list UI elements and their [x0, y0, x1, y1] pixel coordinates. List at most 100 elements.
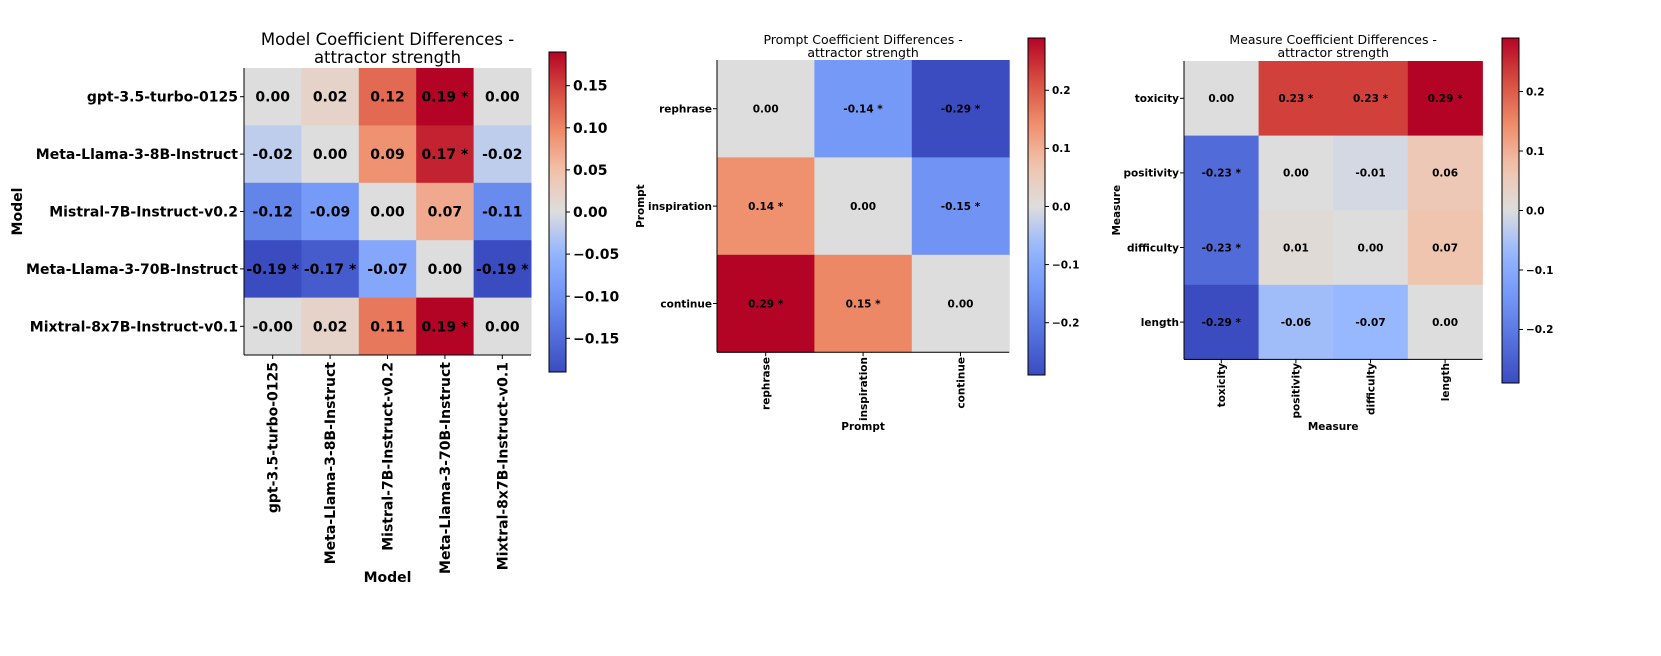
- cell-label: -0.19 *: [246, 262, 299, 278]
- heatmap-cell: [358, 182, 417, 241]
- heatmap-cell: [1407, 284, 1483, 360]
- cell-label: -0.02: [253, 147, 293, 163]
- cell-label: -0.14 *: [843, 103, 883, 115]
- x-tick-label: Mixtral-8x7B-Instruct-v0.1: [495, 362, 511, 570]
- heatmap-cell: [473, 125, 532, 184]
- colorbar: [1027, 37, 1046, 376]
- heatmap-cell: [1407, 61, 1483, 137]
- cell-label: 0.23 *: [1278, 93, 1314, 105]
- cell-label: 0.06: [1432, 168, 1458, 180]
- colorbar-tick-label: 0.1: [1052, 143, 1071, 155]
- y-tick-label: positivity: [1123, 168, 1179, 180]
- cell-label: 0.02: [313, 90, 348, 106]
- cell-label: -0.11: [482, 205, 522, 221]
- colorbar-tick-label: 0.00: [573, 205, 608, 221]
- cell-label: -0.17 *: [304, 262, 357, 278]
- heatmap-cell: [301, 125, 360, 184]
- x-tick-label: Meta-Llama-3-8B-Instruct: [323, 362, 339, 565]
- x-tick-label: length: [1440, 363, 1452, 401]
- heatmap-cell: [473, 297, 532, 356]
- heatmap-cell: [814, 254, 913, 353]
- chart-title: Model Coefficient Differences -: [261, 30, 514, 49]
- cell-label: 0.00: [1208, 93, 1234, 105]
- y-axis-title: Model: [10, 188, 26, 236]
- heatmap-panel-1: Model Coefficient Differences -attractor…: [10, 30, 620, 586]
- cell-label: -0.23 *: [1202, 168, 1242, 180]
- x-axis-title: Measure: [1308, 421, 1359, 433]
- heatmap-cell: [244, 240, 302, 299]
- heatmap-cell: [911, 254, 1010, 353]
- heatmap-cell: [244, 297, 302, 356]
- cell-label: 0.00: [1358, 242, 1384, 254]
- x-tick-label: Mistral-7B-Instruct-v0.2: [381, 362, 397, 551]
- heatmap-cell: [301, 240, 360, 299]
- cell-label: 0.00: [428, 262, 463, 278]
- heatmap-panel-2: Prompt Coefficient Differences -attracto…: [635, 32, 1079, 433]
- heatmap-cell: [244, 182, 302, 241]
- colorbar-tick-label: 0.10: [573, 121, 608, 137]
- x-tick-label: inspiration: [858, 357, 870, 421]
- heatmap-cell: [416, 240, 475, 299]
- heatmap-cell: [814, 157, 913, 256]
- colorbar-tick-label: −0.05: [573, 247, 619, 263]
- colorbar-tick-label: −0.1: [1526, 265, 1553, 277]
- cell-label: -0.23 *: [1202, 242, 1242, 254]
- cell-label: -0.07: [367, 262, 407, 278]
- heatmap-cell: [1333, 61, 1409, 137]
- heatmap-cell: [814, 60, 913, 158]
- heatmap-cell: [1184, 61, 1260, 137]
- cell-label: -0.06: [1281, 317, 1311, 329]
- cell-label: -0.12: [253, 205, 293, 221]
- cell-label: 0.19 *: [422, 90, 469, 106]
- cell-label: 0.19 *: [422, 319, 469, 335]
- heatmap-cell: [244, 125, 302, 184]
- cell-label: 0.29 *: [1428, 93, 1464, 105]
- colorbar-tick-label: −0.15: [573, 331, 619, 347]
- y-tick-label: Mistral-7B-Instruct-v0.2: [49, 205, 238, 221]
- y-tick-label: toxicity: [1135, 93, 1179, 105]
- colorbar-tick-label: 0.2: [1526, 86, 1545, 98]
- heatmap-cell: [717, 254, 815, 353]
- heatmap-cell: [1333, 135, 1409, 211]
- y-tick-label: Mixtral-8x7B-Instruct-v0.1: [30, 319, 238, 335]
- heatmap-cell: [1407, 135, 1483, 211]
- colorbar-tick-label: 0.0: [1052, 201, 1071, 213]
- heatmap-cell: [717, 60, 815, 158]
- heatmap-cell: [416, 68, 475, 126]
- cell-label: 0.00: [485, 90, 520, 106]
- heatmap-cell: [416, 125, 475, 184]
- cell-label: 0.07: [428, 205, 463, 221]
- chart-title: attractor strength: [1277, 45, 1388, 60]
- y-axis-title: Measure: [1111, 185, 1123, 236]
- cell-label: -0.29 *: [1202, 317, 1242, 329]
- cell-label: -0.07: [1355, 317, 1385, 329]
- cell-label: -0.02: [482, 147, 522, 163]
- heatmap-cell: [1258, 284, 1334, 360]
- x-axis-title: Prompt: [841, 421, 885, 433]
- cell-label: 0.23 *: [1353, 93, 1389, 105]
- heatmap-cell: [717, 157, 815, 256]
- cell-label: 0.12: [370, 90, 405, 106]
- y-tick-label: Meta-Llama-3-70B-Instruct: [26, 262, 238, 278]
- heatmap-cell: [358, 68, 417, 126]
- chart-title: Prompt Coefficient Differences -: [763, 32, 962, 47]
- x-tick-label: continue: [955, 357, 967, 409]
- heatmap-cell: [1258, 210, 1334, 286]
- y-tick-label: gpt-3.5-turbo-0125: [87, 90, 238, 106]
- colorbar-tick-label: 0.05: [573, 163, 608, 179]
- heatmap-cell: [358, 125, 417, 184]
- cell-label: 0.00: [313, 147, 348, 163]
- heatmap-cell: [1184, 135, 1260, 211]
- heatmap-cell: [473, 182, 532, 241]
- cell-label: 0.01: [1283, 242, 1309, 254]
- heatmap-cell: [244, 68, 302, 126]
- colorbar-tick-label: −0.10: [573, 289, 620, 305]
- x-tick-label: gpt-3.5-turbo-0125: [266, 362, 282, 513]
- heatmap-cell: [358, 240, 417, 299]
- heatmap-cell: [416, 297, 475, 356]
- cell-label: -0.19 *: [476, 262, 529, 278]
- cell-label: 0.00: [753, 103, 779, 115]
- cell-label: 0.14 *: [748, 201, 784, 213]
- heatmap-panel-3: Measure Coefficient Differences -attract…: [1111, 32, 1553, 433]
